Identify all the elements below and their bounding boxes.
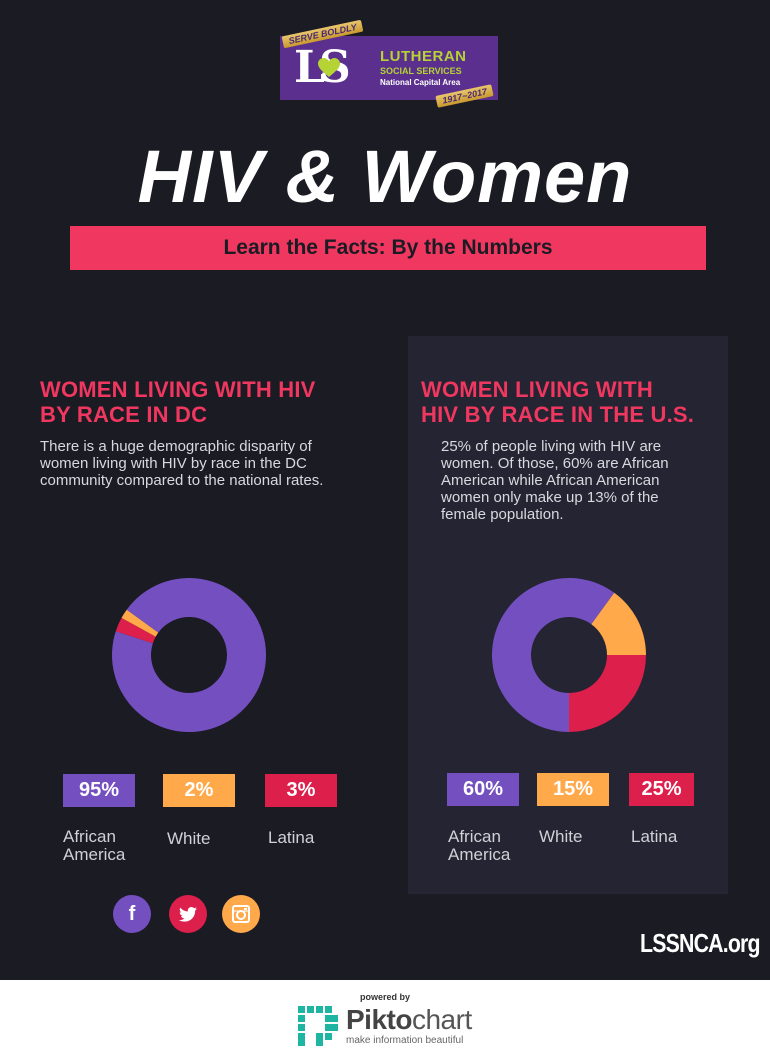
donut-segment	[111, 578, 266, 732]
dc-donut-chart	[111, 578, 266, 732]
instagram-icon	[232, 905, 250, 923]
subtitle-banner: Learn the Facts: By the Numbers	[70, 226, 706, 270]
us-badge-white: 15%	[537, 773, 609, 806]
donut-segment	[115, 617, 156, 644]
us-label-latina: Latina	[631, 827, 678, 846]
piktochart-wordmark: Piktochart	[346, 1004, 472, 1036]
label-line: America	[448, 845, 511, 864]
dc-badge-latina: 3%	[265, 774, 337, 807]
piktochart-tagline: make information beautiful	[346, 1035, 464, 1046]
heart-icon	[318, 58, 340, 77]
twitter-button[interactable]	[169, 895, 207, 933]
donut-segment	[591, 592, 646, 655]
dc-section-text: There is a huge demographic disparity of…	[40, 438, 324, 489]
donut-segment	[121, 609, 159, 637]
us-section-title: WOMEN LIVING WITH HIV BY RACE IN THE U.S…	[421, 377, 726, 427]
facebook-button[interactable]: f	[113, 895, 151, 933]
us-section-text: 25% of people living with HIV are women.…	[441, 438, 669, 523]
us-title-line2: HIV BY RACE IN THE U.S.	[421, 402, 695, 427]
logo-name: LUTHERAN	[380, 48, 467, 65]
dc-section-title: WOMEN LIVING WITH HIV BY RACE IN DC	[40, 377, 380, 427]
lss-logo: LS LUTHERAN SOCIAL SERVICES National Cap…	[268, 19, 510, 116]
us-donut-chart	[491, 578, 646, 732]
subtitle-text: Learn the Facts: By the Numbers	[223, 236, 553, 259]
donut-segment	[569, 655, 646, 732]
website-link[interactable]: LSSNCA.org	[640, 928, 761, 958]
us-label-white: White	[539, 827, 583, 846]
us-badge-african-american: 60%	[447, 773, 519, 806]
twitter-icon	[179, 906, 197, 922]
instagram-button[interactable]	[222, 895, 260, 933]
facebook-icon: f	[128, 902, 136, 925]
dc-badge-african-american: 95%	[63, 774, 135, 807]
dc-label-white: White	[167, 829, 211, 848]
brand-bold: Pikto	[346, 1004, 412, 1035]
us-title-line1: WOMEN LIVING WITH	[421, 377, 653, 402]
donut-segment	[491, 578, 615, 732]
label-line: African	[63, 827, 116, 846]
brand-light: chart	[411, 1004, 472, 1035]
logo-sub: SOCIAL SERVICES	[380, 66, 462, 76]
logo-area: National Capital Area	[380, 78, 461, 87]
piktochart-logo-icon	[298, 1006, 338, 1046]
us-label-african-american: African America	[448, 828, 510, 864]
dc-title-line2: BY RACE IN DC	[40, 402, 208, 427]
label-line: America	[63, 845, 126, 864]
piktochart-footer[interactable]: powered by Piktochart make information b…	[0, 980, 770, 1058]
dc-label-latina: Latina	[268, 828, 315, 847]
us-donut-segments	[491, 578, 646, 732]
dc-badge-white: 2%	[163, 774, 235, 807]
dc-title-line1: WOMEN LIVING WITH HIV	[40, 377, 316, 402]
powered-by-label: powered by	[359, 992, 410, 1002]
page-title: HIV & Women	[137, 135, 633, 218]
label-line: African	[448, 827, 501, 846]
dc-label-african-american: African America	[63, 828, 125, 864]
us-badge-latina: 25%	[629, 773, 694, 806]
dc-donut-segments	[111, 578, 266, 732]
